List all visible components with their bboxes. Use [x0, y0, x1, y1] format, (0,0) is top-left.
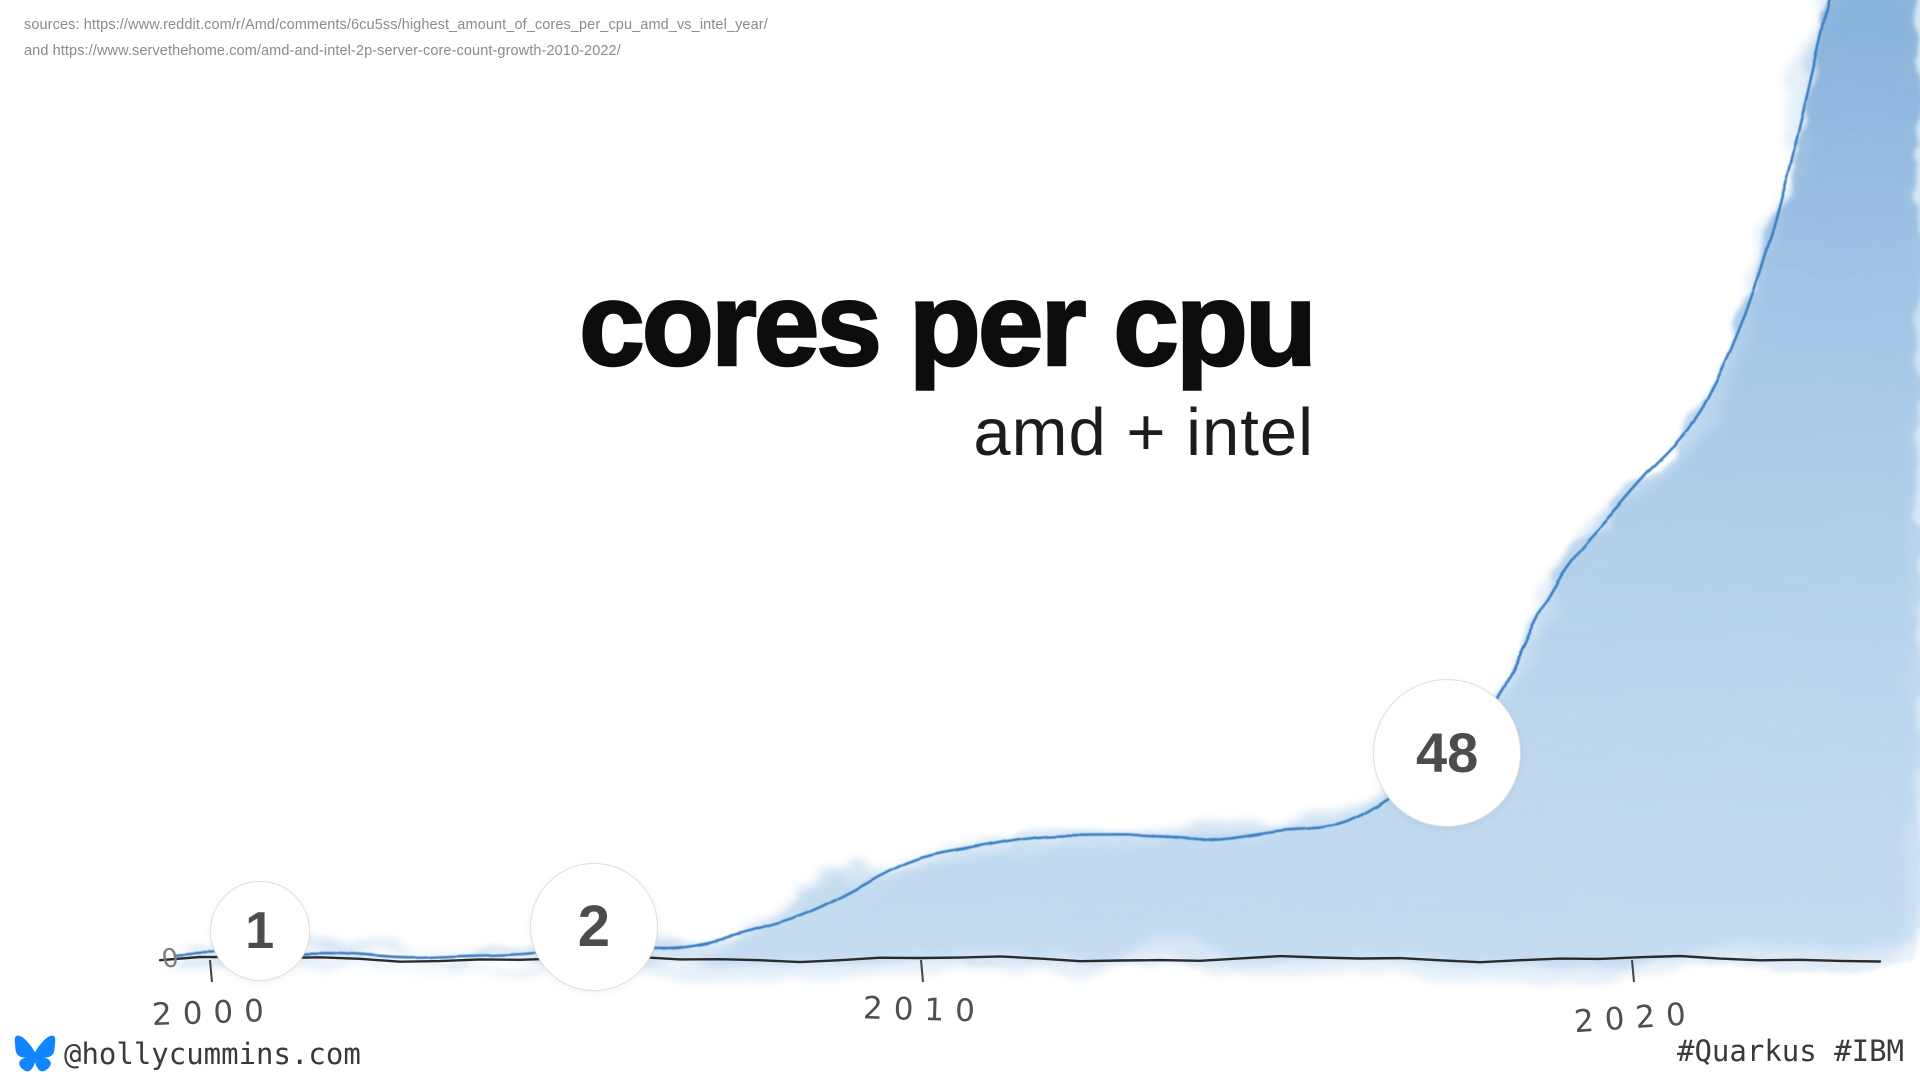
series-line	[173, 0, 1831, 960]
annotation-circle-48: 48	[1373, 678, 1522, 827]
annotation-value: 1	[245, 901, 275, 960]
x-axis-tick	[920, 959, 924, 983]
annotation-circle-2: 2	[529, 862, 658, 991]
annotation-value: 48	[1415, 721, 1479, 785]
annotation-circle-1: 1	[209, 880, 310, 981]
footer-left: @hollycummins.com	[14, 1035, 361, 1072]
source-citations: sources: https://www.reddit.com/r/Amd/co…	[24, 12, 768, 64]
footer-hashtags: #Quarkus #IBM	[1677, 1034, 1904, 1068]
watercolor-area-fill	[174, 0, 1918, 964]
title-block: cores per cpu amd + intel	[578, 259, 1318, 471]
bluesky-butterfly-path	[14, 1035, 56, 1072]
x-axis-line	[158, 954, 1882, 964]
author-handle: @hollycummins.com	[64, 1036, 361, 1071]
bluesky-butterfly-icon	[14, 1035, 56, 1072]
page-subtitle: amd + intel	[973, 395, 1314, 470]
x-axis-tick-label: 2010	[862, 990, 987, 1030]
annotation-value: 2	[577, 894, 611, 960]
source-line-1: sources: https://www.reddit.com/r/Amd/co…	[24, 17, 768, 33]
x-axis-tick	[1631, 959, 1635, 983]
x-axis-tick	[209, 959, 213, 983]
x-axis-tick-label: 2000	[151, 992, 276, 1034]
page-title: cores per cpu	[578, 259, 1318, 391]
x-axis-ticks	[209, 959, 1635, 983]
source-line-2: and https://www.servethehome.com/amd-and…	[24, 43, 621, 60]
